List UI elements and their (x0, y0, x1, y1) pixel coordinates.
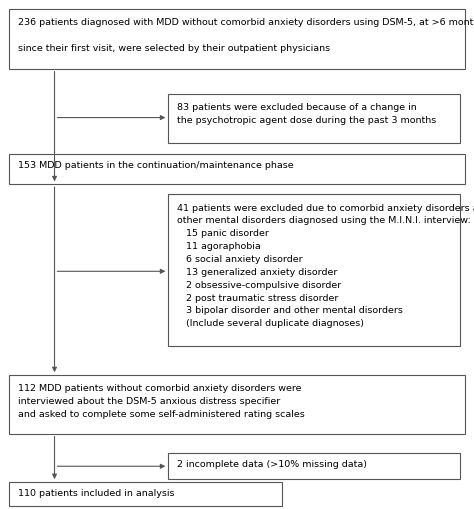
Bar (9, 375, 465, 434)
Text: 236 patients diagnosed with MDD without comorbid anxiety disorders using DSM-5, : 236 patients diagnosed with MDD without … (18, 18, 474, 52)
Bar (168, 194, 460, 346)
Text: 41 patients were excluded due to comorbid anxiety disorders and
other mental dis: 41 patients were excluded due to comorbi… (177, 204, 474, 328)
Bar (9, 9, 465, 69)
Bar (168, 453, 460, 479)
Text: 110 patients included in analysis: 110 patients included in analysis (18, 489, 174, 498)
Bar (9, 482, 282, 506)
Bar (168, 94, 460, 143)
Text: 153 MDD patients in the continuation/maintenance phase: 153 MDD patients in the continuation/mai… (18, 161, 293, 171)
Text: 112 MDD patients without comorbid anxiety disorders were
interviewed about the D: 112 MDD patients without comorbid anxiet… (18, 384, 305, 419)
Text: 2 incomplete data (>10% missing data): 2 incomplete data (>10% missing data) (177, 460, 367, 469)
Bar (9, 154, 465, 184)
Text: 83 patients were excluded because of a change in
the psychotropic agent dose dur: 83 patients were excluded because of a c… (177, 103, 436, 125)
